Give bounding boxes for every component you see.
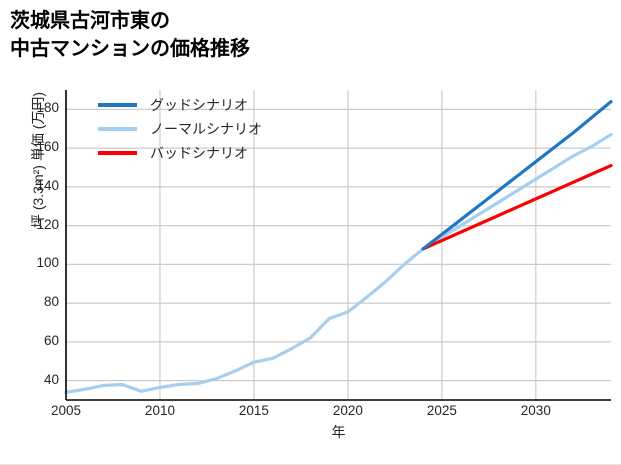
- series-line: [421, 163, 613, 251]
- legend-item[interactable]: グッドシナリオ: [98, 93, 262, 117]
- legend-item[interactable]: ノーマルシナリオ: [98, 117, 262, 141]
- series-line: [421, 100, 613, 251]
- legend-item[interactable]: バッドシナリオ: [98, 141, 262, 165]
- series-lines: [64, 100, 613, 394]
- gridlines: [66, 90, 611, 400]
- page-title: 茨城県古河市東の 中古マンションの価格推移: [10, 8, 430, 63]
- legend-item-label: グッドシナリオ: [150, 97, 248, 113]
- series-line: [64, 132, 613, 394]
- chart-legend: グッドシナリオ ノーマルシナリオ バッドシナリオ: [98, 93, 262, 165]
- legend-swatch-icon: [98, 103, 137, 107]
- x-axis-label: 年: [331, 424, 346, 440]
- title-line-1: 茨城県古河市東の: [10, 10, 170, 32]
- title-line-2: 中古マンションの価格推移: [10, 37, 250, 60]
- legend-item-label: バッドシナリオ: [150, 145, 248, 161]
- legend-swatch-icon: [98, 127, 137, 131]
- axis-spines: [65, 90, 611, 401]
- legend-item-label: ノーマルシナリオ: [150, 121, 262, 137]
- legend-swatch-icon: [98, 151, 137, 155]
